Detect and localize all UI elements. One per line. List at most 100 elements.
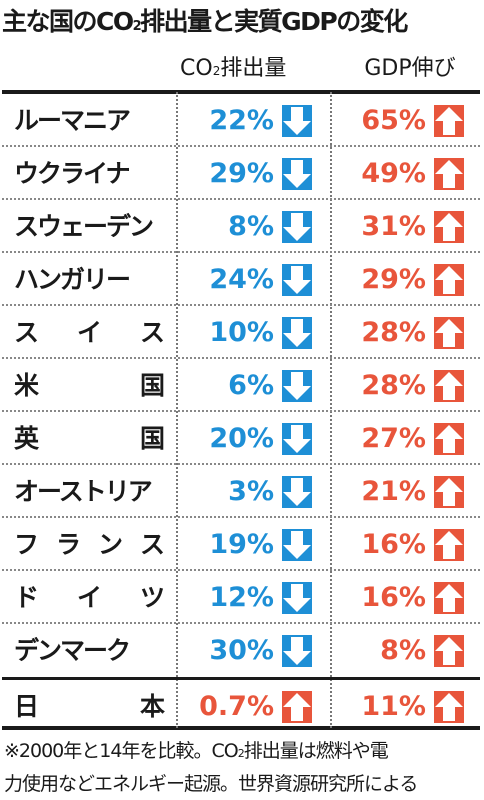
country-label: ドイツ xyxy=(14,583,165,612)
co2-down-arrow-icon xyxy=(282,105,312,137)
table-row: 日本 0.7% 11% xyxy=(2,677,480,732)
arrow-glyph-icon xyxy=(434,423,464,455)
chart-title: 主な国のCO2排出量と実質GDPの変化 xyxy=(2,7,408,36)
country-label: 米国 xyxy=(14,371,165,400)
co2-change-value: 12% xyxy=(209,582,274,613)
country-label: オーストリア xyxy=(14,477,153,506)
gdp-growth-value: 65% xyxy=(361,105,426,136)
arrow-glyph-icon xyxy=(282,264,312,296)
co2-down-arrow-icon xyxy=(282,529,312,561)
gdp-up-arrow-icon xyxy=(434,158,464,190)
gdp-up-arrow-icon xyxy=(434,476,464,508)
arrow-glyph-icon xyxy=(282,317,312,349)
gdp-growth-value: 11% xyxy=(361,691,426,722)
gdp-growth-value: 16% xyxy=(361,582,426,613)
co2-change-value: 6% xyxy=(228,370,274,401)
arrow-glyph-icon xyxy=(282,158,312,190)
arrow-glyph-icon xyxy=(434,529,464,561)
co2-change-value: 0.7% xyxy=(199,691,274,722)
gdp-growth-value: 28% xyxy=(361,317,426,348)
co2-change-value: 30% xyxy=(209,635,274,666)
country-label: ウクライナ xyxy=(14,159,131,188)
co2-change-value: 19% xyxy=(209,529,274,560)
gdp-up-arrow-icon xyxy=(434,582,464,614)
gdp-growth-value: 16% xyxy=(361,529,426,560)
gdp-up-arrow-icon xyxy=(434,317,464,349)
arrow-glyph-icon xyxy=(434,582,464,614)
co2-down-arrow-icon xyxy=(282,370,312,402)
table-row: スイス 10% 28% xyxy=(2,306,480,359)
arrow-glyph-icon xyxy=(434,691,464,723)
co2-change-value: 24% xyxy=(209,264,274,295)
table-frame xyxy=(2,90,480,730)
table-row: ハンガリー 24% 29% xyxy=(2,253,480,306)
country-label: 日本 xyxy=(14,692,165,721)
co2-change-value: 20% xyxy=(209,423,274,454)
gdp-up-arrow-icon xyxy=(434,529,464,561)
table-row: ルーマニア 22% 65% xyxy=(2,94,480,147)
arrow-glyph-icon xyxy=(434,105,464,137)
gdp-up-arrow-icon xyxy=(434,691,464,723)
gdp-up-arrow-icon xyxy=(434,211,464,243)
arrow-glyph-icon xyxy=(282,423,312,455)
table-row: フランス 19% 16% xyxy=(2,518,480,571)
co2-down-arrow-icon xyxy=(282,317,312,349)
table-row: 英国 20% 27% xyxy=(2,412,480,465)
arrow-glyph-icon xyxy=(282,582,312,614)
gdp-growth-value: 8% xyxy=(380,635,426,666)
co2-column-header: CO2排出量 xyxy=(180,56,287,81)
gdp-growth-value: 27% xyxy=(361,423,426,454)
country-label: ルーマニア xyxy=(14,106,131,135)
gdp-up-arrow-icon xyxy=(434,105,464,137)
co2-down-arrow-icon xyxy=(282,423,312,455)
arrow-glyph-icon xyxy=(434,370,464,402)
gdp-growth-value: 29% xyxy=(361,264,426,295)
gdp-up-arrow-icon xyxy=(434,370,464,402)
table-row: ウクライナ 29% 49% xyxy=(2,147,480,200)
co2-change-value: 10% xyxy=(209,317,274,348)
country-label: スイス xyxy=(14,318,165,347)
gdp-growth-value: 31% xyxy=(361,211,426,242)
co2-change-value: 29% xyxy=(209,158,274,189)
country-label: デンマーク xyxy=(14,636,131,665)
arrow-glyph-icon xyxy=(282,691,312,723)
arrow-glyph-icon xyxy=(434,211,464,243)
arrow-glyph-icon xyxy=(434,264,464,296)
table-row: 米国 6% 28% xyxy=(2,359,480,412)
gdp-up-arrow-icon xyxy=(434,635,464,667)
gdp-growth-value: 49% xyxy=(361,158,426,189)
gdp-up-arrow-icon xyxy=(434,264,464,296)
co2-change-value: 22% xyxy=(209,105,274,136)
footnote: ※2000年と14年を比較。CO2排出量は燃料や電 力使用などエネルギー起源。世… xyxy=(4,740,418,795)
arrow-glyph-icon xyxy=(282,476,312,508)
co2-change-value: 3% xyxy=(228,476,274,507)
co2-up-arrow-icon xyxy=(282,691,312,723)
country-label: スウェーデン xyxy=(14,212,154,241)
table-row: スウェーデン 8% 31% xyxy=(2,200,480,253)
co2-down-arrow-icon xyxy=(282,582,312,614)
co2-down-arrow-icon xyxy=(282,635,312,667)
gdp-growth-value: 28% xyxy=(361,370,426,401)
country-label: フランス xyxy=(14,530,165,559)
arrow-glyph-icon xyxy=(282,529,312,561)
country-label: ハンガリー xyxy=(14,265,131,294)
arrow-glyph-icon xyxy=(434,158,464,190)
arrow-glyph-icon xyxy=(434,476,464,508)
co2-down-arrow-icon xyxy=(282,264,312,296)
arrow-glyph-icon xyxy=(282,370,312,402)
co2-change-value: 8% xyxy=(228,211,274,242)
co2-down-arrow-icon xyxy=(282,158,312,190)
country-label: 英国 xyxy=(14,424,165,453)
arrow-glyph-icon xyxy=(282,211,312,243)
table-row: デンマーク 30% 8% xyxy=(2,624,480,677)
arrow-glyph-icon xyxy=(434,635,464,667)
arrow-glyph-icon xyxy=(282,635,312,667)
gdp-growth-value: 21% xyxy=(361,476,426,507)
arrow-glyph-icon xyxy=(282,105,312,137)
arrow-glyph-icon xyxy=(434,317,464,349)
gdp-up-arrow-icon xyxy=(434,423,464,455)
table-row: ドイツ 12% 16% xyxy=(2,571,480,624)
co2-down-arrow-icon xyxy=(282,211,312,243)
table-row: オーストリア 3% 21% xyxy=(2,465,480,518)
gdp-column-header: GDP伸び xyxy=(364,56,456,81)
